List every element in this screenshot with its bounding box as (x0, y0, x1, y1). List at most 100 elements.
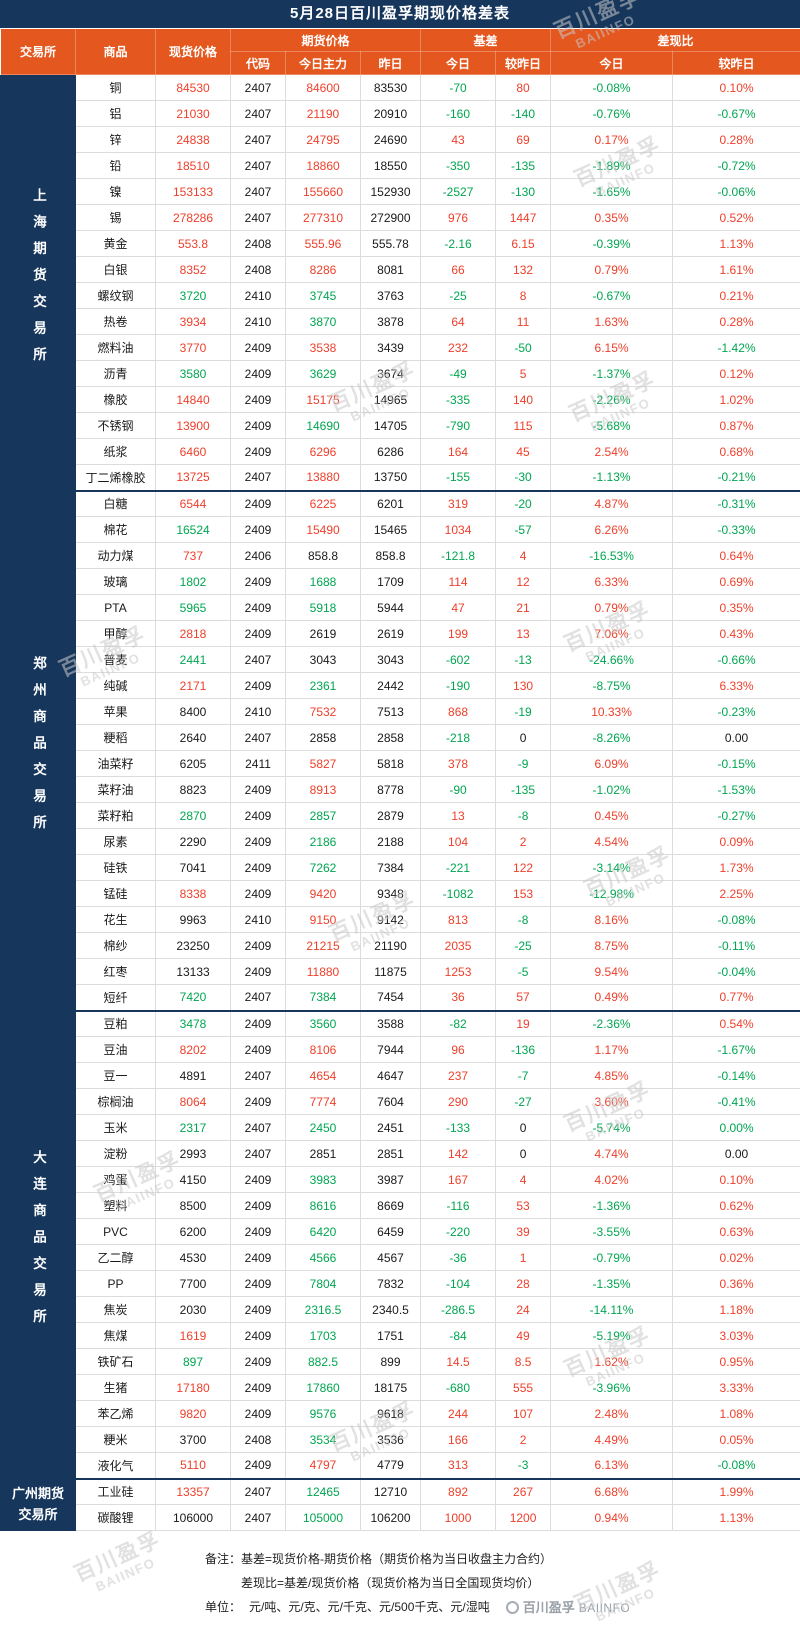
table-row: 不锈钢 13900 2409 14690 14705 -790 115 -5.68% 0.87% (1, 412, 800, 439)
futures-yesterday: 3987 (359, 1166, 422, 1193)
basis-today: 14.5 (420, 1348, 497, 1375)
futures-code: 2409 (230, 386, 286, 413)
commodity-name: 油菜籽 (75, 750, 156, 777)
table-row: 花生 9963 2410 9150 9142 813 -8 8.16% -0.08% (1, 906, 800, 933)
basis-today: -90 (420, 776, 497, 803)
commodity-name: 液化气 (75, 1452, 156, 1479)
basis-today: -82 (420, 1009, 497, 1037)
futures-yesterday: 2442 (359, 672, 422, 699)
ratio-today: -14.11% (550, 1296, 674, 1323)
note-ratio-formula: 差现比=基差/现货价格（现货价格为当日全国现货均价） (241, 1576, 540, 1590)
table-row: 锡 278286 2407 277310 272900 976 1447 0.35% 0.52% (1, 204, 800, 231)
basis-vs-yesterday: -9 (495, 750, 552, 777)
basis-today: -602 (420, 646, 497, 673)
table-row: 红枣 13133 2409 11880 11875 1253 -5 9.54% -0.04% (1, 958, 800, 985)
commodity-name: 焦煤 (75, 1322, 156, 1349)
ratio-today: -3.14% (550, 854, 674, 881)
basis-vs-yesterday: 2 (495, 828, 552, 855)
ratio-vs-yesterday: 0.54% (672, 1009, 800, 1037)
commodity-name: 橡胶 (75, 386, 156, 413)
ratio-vs-yesterday: -0.04% (672, 958, 800, 985)
ratio-today: 2.48% (550, 1400, 674, 1427)
col-header-commodity: 商品 (75, 28, 156, 75)
futures-yesterday: 2188 (359, 828, 422, 855)
spot-price: 16524 (155, 516, 231, 543)
spot-price: 2171 (155, 672, 231, 699)
basis-vs-yesterday: 4 (495, 1166, 552, 1193)
exchange-name-text: 大连商品交易所 (31, 1150, 46, 1336)
unit-label: 单位： (205, 1600, 242, 1614)
basis-today: 166 (420, 1426, 497, 1453)
futures-code: 2409 (230, 1270, 286, 1297)
commodity-name: 锡 (75, 204, 156, 231)
units-text: 元/吨、元/克、元/千克、元/500千克、元/湿吨 (249, 1600, 490, 1614)
ratio-vs-yesterday: 0.12% (672, 360, 800, 387)
remark-label: 备注： (205, 1552, 242, 1566)
futures-code: 2409 (230, 776, 286, 803)
basis-vs-yesterday: 28 (495, 1270, 552, 1297)
spot-price: 5110 (155, 1452, 231, 1479)
note-units-line: 单位： 元/吨、元/克、元/千克、元/500千克、元/湿吨 百川盈孚 BAIINFO (205, 1595, 800, 1620)
basis-today: -70 (420, 74, 497, 101)
basis-today: 64 (420, 308, 497, 335)
ratio-vs-yesterday: 0.63% (672, 1218, 800, 1245)
futures-main-today: 1703 (285, 1322, 361, 1349)
basis-vs-yesterday: 122 (495, 854, 552, 881)
exchange-label: 郑州商品交易所 (0, 489, 76, 1011)
futures-main-today: 7262 (285, 854, 361, 881)
ratio-today: -24.66% (550, 646, 674, 673)
table-row: 棕榈油 8064 2409 7774 7604 290 -27 3.60% -0.41% (1, 1088, 800, 1115)
futures-main-today: 2857 (285, 802, 361, 829)
basis-today: -1082 (420, 880, 497, 907)
futures-yesterday: 8669 (359, 1192, 422, 1219)
commodity-name: 菜籽油 (75, 776, 156, 803)
basis-today: 1253 (420, 958, 497, 985)
spot-price: 84530 (155, 74, 231, 101)
ratio-today: -5.74% (550, 1114, 674, 1141)
futures-yesterday: 3439 (359, 334, 422, 361)
spot-price: 9963 (155, 906, 231, 933)
basis-today: 1000 (420, 1504, 497, 1531)
commodity-name: PP (75, 1270, 156, 1297)
col-header-code: 代码 (230, 51, 286, 75)
basis-today: 237 (420, 1062, 497, 1089)
table-row: 菜籽油 8823 2409 8913 8778 -90 -135 -1.02% -1.53% (1, 776, 800, 803)
spot-price: 6460 (155, 438, 231, 465)
ratio-vs-yesterday: 0.28% (672, 308, 800, 335)
futures-main-today: 7384 (285, 984, 361, 1011)
futures-code: 2407 (230, 1477, 286, 1505)
futures-yesterday: 555.78 (359, 230, 422, 257)
table-row: 塑料 8500 2409 8616 8669 -116 53 -1.36% 0.62% (1, 1192, 800, 1219)
futures-main-today: 8286 (285, 256, 361, 283)
futures-main-today: 3983 (285, 1166, 361, 1193)
futures-main-today: 3629 (285, 360, 361, 387)
table-row: 橡胶 14840 2409 15175 14965 -335 140 -2.26% 1.02% (1, 386, 800, 413)
basis-vs-yesterday: -20 (495, 489, 552, 517)
futures-yesterday: 83530 (359, 74, 422, 101)
ratio-today: 4.02% (550, 1166, 674, 1193)
futures-main-today: 9576 (285, 1400, 361, 1427)
futures-main-today: 2361 (285, 672, 361, 699)
basis-today: 36 (420, 984, 497, 1011)
futures-main-today: 2186 (285, 828, 361, 855)
basis-vs-yesterday: -13 (495, 646, 552, 673)
commodity-name: 铝 (75, 100, 156, 127)
futures-yesterday: 3763 (359, 282, 422, 309)
futures-main-today: 2858 (285, 724, 361, 751)
spot-price: 21030 (155, 100, 231, 127)
spot-price: 2870 (155, 802, 231, 829)
futures-yesterday: 2451 (359, 1114, 422, 1141)
ratio-today: 0.35% (550, 204, 674, 231)
ratio-today: -1.89% (550, 152, 674, 179)
basis-vs-yesterday: 267 (495, 1477, 552, 1505)
basis-vs-yesterday: 107 (495, 1400, 552, 1427)
futures-main-today: 7774 (285, 1088, 361, 1115)
ratio-today: 3.60% (550, 1088, 674, 1115)
basis-vs-yesterday: 140 (495, 386, 552, 413)
futures-code: 2409 (230, 620, 286, 647)
commodity-name: 苯乙烯 (75, 1400, 156, 1427)
futures-yesterday: 11875 (359, 958, 422, 985)
futures-code: 2409 (230, 1009, 286, 1037)
futures-yesterday: 9618 (359, 1400, 422, 1427)
basis-today: -116 (420, 1192, 497, 1219)
